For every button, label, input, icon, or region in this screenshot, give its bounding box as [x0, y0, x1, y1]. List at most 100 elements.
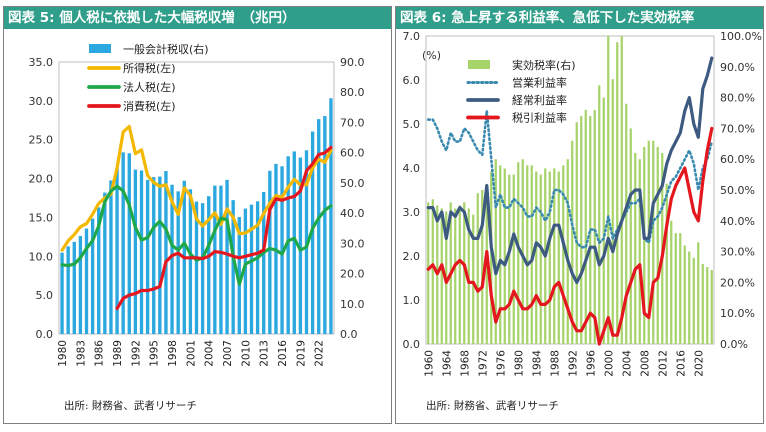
x-tick-label: 1995 — [149, 340, 161, 367]
bar — [701, 263, 704, 344]
bar — [598, 85, 601, 344]
bar — [625, 103, 628, 344]
x-tick-label: 1964 — [441, 350, 453, 377]
y-left-tick-label: 35.0 — [29, 56, 54, 69]
x-tick-label: 2012 — [657, 350, 669, 377]
bar — [670, 220, 673, 344]
x-tick-label: 2004 — [204, 340, 216, 367]
bar — [616, 42, 619, 344]
legend-swatch — [89, 44, 111, 53]
bar — [593, 109, 596, 344]
x-tick-label: 1980 — [513, 350, 525, 377]
y-left-tick-label: 2.0 — [403, 250, 421, 263]
y-left-tick-label: 3.0 — [403, 206, 421, 219]
top-strip — [0, 0, 766, 6]
y-left-tick-label: 5.0 — [403, 118, 421, 131]
bar — [200, 203, 205, 334]
bar — [298, 157, 303, 334]
y-right-tick-label: 100.0% — [720, 30, 762, 43]
y-right-tick-label: 50.0 — [340, 177, 365, 190]
bar — [84, 228, 89, 334]
y-left-tick-label: 0.0 — [36, 328, 54, 341]
bar — [548, 171, 551, 344]
series-line — [426, 126, 714, 346]
chart-panel-right: 図表 6: 急上昇する利益率、急低下した実効税率 0.0 1.0 2.0 3.0 4.0… — [395, 6, 764, 424]
x-tick-label: 1988 — [549, 350, 561, 377]
bar — [607, 36, 610, 344]
bar — [243, 208, 248, 334]
x-tick-label: 2001 — [185, 340, 197, 367]
x-tick-label: 1980 — [57, 340, 69, 367]
x-tick-label: 2016 — [277, 340, 289, 367]
series-line — [60, 184, 333, 286]
bar — [72, 241, 76, 334]
bar — [566, 159, 569, 344]
source-note-right: 出所: 財務省、武者リサーチ — [426, 400, 559, 412]
bar — [539, 174, 542, 344]
y-left-tick-label: 5.0 — [36, 289, 54, 302]
bar — [665, 183, 668, 344]
bar — [188, 189, 193, 334]
legend-label: 所得税(左) — [123, 61, 176, 75]
y-right-tick-label: 30.0% — [720, 246, 755, 259]
y-right-tick-label: 90.0% — [720, 61, 755, 74]
bar — [97, 207, 101, 334]
bar — [454, 208, 457, 344]
bar — [127, 153, 131, 334]
bar — [499, 165, 502, 344]
chart-right-svg: 0.0 1.0 2.0 3.0 4.0 5.0 6.0 7.0 0.0% 10.0% 20.0% 30… — [403, 30, 762, 377]
bar — [503, 168, 506, 344]
x-tick-label: 1998 — [167, 340, 179, 367]
y-right-tick-label: 40.0% — [720, 215, 755, 228]
bar — [634, 153, 637, 344]
bar — [674, 233, 677, 344]
bar — [490, 171, 493, 344]
y-left-tick-label: 6.0 — [403, 74, 421, 87]
bar — [535, 171, 538, 344]
x-tick-label: 1992 — [567, 350, 579, 377]
bar — [139, 170, 144, 334]
x-tick-label: 1976 — [495, 350, 507, 377]
bar — [562, 165, 565, 344]
bar — [207, 196, 211, 334]
bar — [710, 270, 713, 344]
bar — [317, 119, 321, 335]
bar — [706, 267, 709, 344]
y-left-tick-label: 7.0 — [403, 30, 421, 43]
x-tick-label: 1972 — [477, 350, 489, 377]
x-tick-label: 1984 — [531, 350, 543, 377]
bar — [692, 257, 695, 344]
x-tick-label: 2008 — [639, 350, 651, 377]
x-tick-label: 2016 — [675, 350, 687, 377]
bar — [268, 170, 272, 334]
bar — [280, 166, 284, 334]
bar — [158, 176, 162, 334]
x-tick-label: 1968 — [459, 350, 471, 377]
bar — [164, 171, 168, 334]
bar — [463, 202, 466, 344]
bar — [584, 109, 587, 344]
y-right-tick-label: 60.0% — [720, 153, 755, 166]
chart-panel-left: 図表 5: 個人税に依拠した大幅税収増 （兆円） 0.0 5.0 10.0 15.0 2… — [3, 6, 392, 424]
bar — [133, 169, 138, 334]
bar — [427, 202, 430, 344]
bar — [611, 79, 614, 345]
x-tick-label: 1983 — [75, 340, 87, 367]
bar — [508, 174, 511, 344]
bar — [643, 146, 646, 344]
bar — [225, 179, 229, 334]
y-right-tick-label: 10.0 — [340, 298, 365, 311]
x-tick-label: 2020 — [693, 350, 705, 377]
bar — [652, 140, 655, 344]
y-right-tick-label: 10.0% — [720, 307, 755, 320]
bar — [60, 252, 64, 334]
bar — [580, 116, 583, 344]
bar — [231, 200, 235, 334]
y-left-tick-label: 0.0 — [403, 338, 421, 351]
y-left-tick-label: 15.0 — [29, 211, 54, 224]
bar — [109, 180, 113, 334]
legend-label: 法人税(左) — [123, 80, 176, 94]
x-tick-label: 2019 — [295, 340, 307, 367]
bar — [103, 192, 107, 334]
bar — [262, 191, 266, 334]
